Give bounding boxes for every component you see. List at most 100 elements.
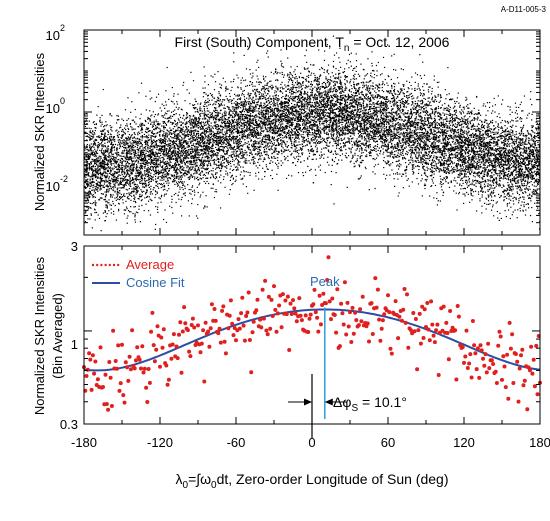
top-scatter-point (406, 123, 408, 125)
top-scatter-point (395, 101, 398, 103)
top-scatter-point (487, 174, 489, 176)
top-scatter-point (395, 134, 397, 137)
top-scatter-point (352, 78, 354, 80)
top-scatter-point (235, 95, 237, 97)
top-scatter-point (207, 173, 209, 175)
top-scatter-point (386, 112, 388, 114)
top-scatter-point (293, 86, 295, 88)
top-scatter-point (157, 185, 159, 188)
top-scatter-point (391, 131, 393, 133)
top-scatter-point (406, 100, 408, 102)
top-scatter-point (325, 96, 327, 98)
top-scatter-point (477, 158, 479, 160)
top-scatter-point (498, 156, 501, 158)
top-scatter-point (252, 96, 254, 98)
top-scatter-point (113, 167, 115, 169)
top-scatter-point (217, 137, 219, 139)
top-scatter-point (358, 130, 360, 132)
top-scatter-point (260, 95, 263, 97)
top-scatter-point (313, 99, 315, 101)
top-scatter-point (459, 145, 461, 147)
top-scatter-point (401, 119, 403, 121)
top-scatter-point (413, 153, 415, 155)
top-scatter-point (139, 182, 141, 185)
top-scatter-point (183, 157, 185, 159)
top-scatter-point (241, 102, 243, 104)
top-scatter-point (229, 172, 231, 174)
top-scatter-point (448, 111, 451, 113)
top-scatter-point (183, 169, 185, 172)
top-scatter-point (518, 169, 521, 171)
top-scatter-point (317, 133, 319, 135)
top-scatter-point (467, 146, 469, 148)
top-scatter-point (328, 119, 330, 122)
top-scatter-point (530, 200, 532, 202)
top-scatter-point (377, 123, 379, 125)
top-scatter-point (243, 157, 245, 159)
top-scatter-point (121, 162, 123, 165)
top-scatter-point (430, 117, 433, 119)
top-scatter-point (113, 179, 115, 181)
top-scatter-point (150, 160, 153, 162)
top-scatter-point (310, 95, 312, 97)
top-scatter-point (497, 165, 499, 167)
top-scatter-point (510, 129, 512, 131)
top-scatter-point (210, 136, 213, 138)
top-scatter-point (396, 142, 399, 144)
top-scatter-point (509, 142, 511, 145)
top-scatter-point (439, 116, 441, 118)
top-scatter-point (154, 228, 156, 230)
top-scatter-point (317, 85, 319, 87)
top-scatter-point (136, 178, 139, 181)
top-scatter-point (240, 101, 242, 103)
top-scatter-point (386, 82, 388, 84)
top-scatter-point (241, 104, 243, 107)
top-scatter-point (310, 168, 312, 170)
top-scatter-point (217, 118, 219, 121)
top-scatter-point (253, 101, 256, 103)
top-scatter-point (394, 146, 396, 148)
top-scatter-point (264, 118, 266, 120)
top-scatter-point (177, 129, 179, 132)
top-scatter-point (375, 157, 378, 159)
top-scatter-point (172, 150, 174, 152)
top-scatter-point (88, 195, 90, 197)
top-scatter-point (185, 155, 187, 157)
top-scatter-point (328, 115, 330, 117)
top-scatter-point (532, 149, 534, 151)
top-scatter-point (460, 159, 462, 162)
top-scatter-point (365, 149, 367, 151)
top-scatter-point (111, 186, 114, 188)
top-scatter-point (231, 102, 233, 105)
top-scatter-point (349, 142, 351, 144)
top-scatter-point (296, 103, 298, 105)
top-scatter-point (304, 139, 306, 142)
top-scatter-point (157, 169, 159, 171)
top-scatter-point (259, 145, 261, 147)
top-scatter-point (514, 148, 516, 150)
top-scatter-point (327, 89, 329, 91)
top-scatter-point (330, 133, 332, 135)
top-scatter-point (467, 165, 469, 167)
top-scatter-point (349, 123, 351, 125)
top-scatter-point (97, 190, 99, 192)
top-scatter-point (400, 144, 402, 147)
top-scatter-point (103, 151, 105, 154)
top-scatter-point (508, 198, 510, 200)
top-scatter-point (411, 181, 413, 183)
top-scatter-point (418, 144, 420, 146)
top-scatter-point (218, 166, 220, 168)
top-scatter-point (538, 137, 540, 139)
top-scatter-point (149, 163, 152, 166)
top-scatter-point (489, 128, 491, 130)
top-scatter-point (254, 116, 256, 118)
top-scatter-point (250, 131, 252, 133)
top-scatter-point (171, 175, 173, 178)
top-scatter-point (531, 184, 533, 186)
top-scatter-point (425, 135, 427, 137)
top-scatter-point (300, 130, 303, 132)
top-scatter-point (468, 181, 471, 183)
top-scatter-point (191, 127, 193, 129)
top-scatter-point (97, 173, 99, 176)
top-scatter-point (321, 95, 323, 97)
